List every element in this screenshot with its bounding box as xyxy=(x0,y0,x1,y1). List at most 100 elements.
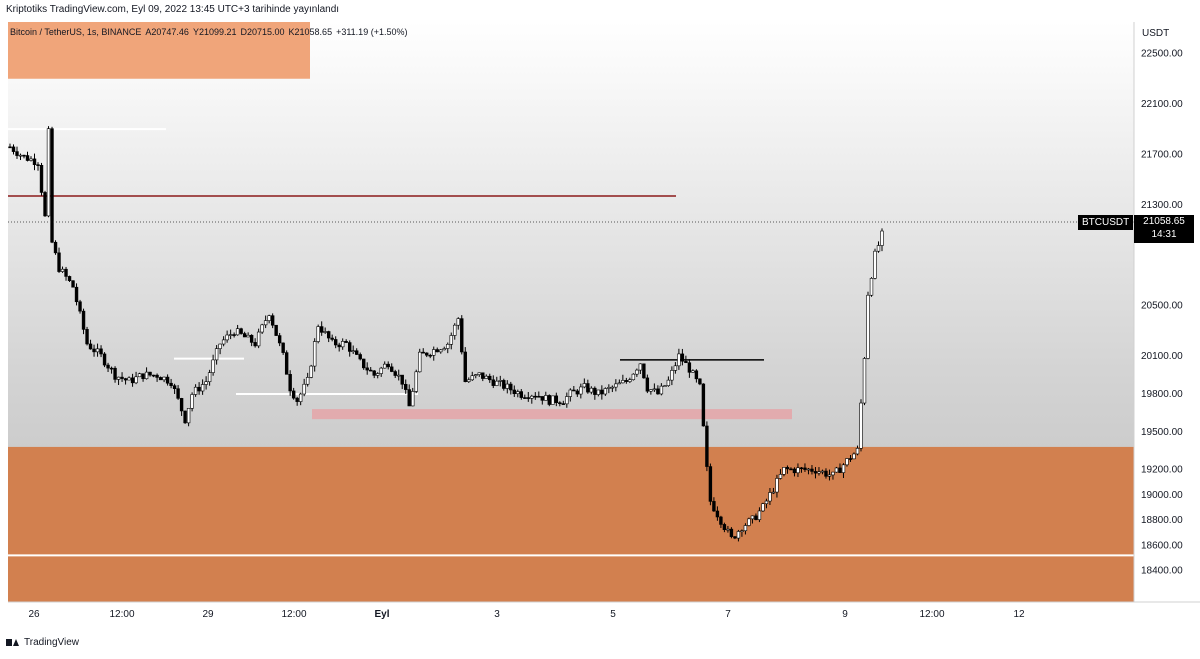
candle-body xyxy=(358,354,362,360)
candle-body xyxy=(463,351,467,382)
candle-body xyxy=(421,351,425,354)
candle-body xyxy=(456,318,460,326)
candle-body xyxy=(708,466,713,502)
candle-body xyxy=(817,471,821,474)
candle-body xyxy=(488,375,492,381)
y-tick-label: 20500.00 xyxy=(1141,301,1183,312)
candle-body xyxy=(274,324,278,336)
candle-body xyxy=(260,324,264,333)
candle-body xyxy=(470,375,474,381)
candle-body xyxy=(719,516,723,525)
candle-body xyxy=(512,389,516,395)
candle-body xyxy=(204,381,208,385)
candle-body xyxy=(484,375,488,379)
candle-body xyxy=(102,353,107,366)
candle-body xyxy=(309,365,313,378)
candle-body xyxy=(221,339,226,345)
candle-body xyxy=(400,374,404,385)
candle-body xyxy=(722,524,727,531)
candle-body xyxy=(211,359,215,373)
candle-body xyxy=(298,393,303,402)
candle-body xyxy=(519,391,523,398)
candle-body xyxy=(22,154,26,157)
candle-body xyxy=(498,380,502,382)
candle-body xyxy=(596,389,601,395)
legend-change: +311.19 (+1.50%) xyxy=(336,27,408,37)
candle-body xyxy=(305,377,310,385)
candle-body xyxy=(267,315,271,321)
candle-body xyxy=(169,382,173,386)
candle-body xyxy=(425,352,429,356)
y-tick-label: 18800.00 xyxy=(1141,515,1183,526)
candle-body xyxy=(726,528,730,531)
x-tick-label: 12:00 xyxy=(281,609,306,620)
x-tick-label: 7 xyxy=(725,609,731,620)
candle-body xyxy=(803,467,807,470)
candle-body xyxy=(614,383,618,388)
candle-body xyxy=(432,349,436,356)
candle-body xyxy=(645,377,650,392)
candle-body xyxy=(603,388,608,395)
candle-body xyxy=(411,391,415,407)
candle-body xyxy=(95,348,100,353)
candle-body xyxy=(60,268,65,272)
candle-body xyxy=(537,395,541,398)
candle-body xyxy=(92,348,96,353)
candle-body xyxy=(32,158,37,165)
candle-body xyxy=(270,315,275,326)
candle-body xyxy=(855,448,860,455)
candle-body xyxy=(214,348,219,361)
candle-body xyxy=(277,335,282,344)
candle-body xyxy=(379,367,383,374)
x-tick-label: Eyl xyxy=(374,609,389,620)
candle-body xyxy=(635,369,639,375)
candle-body xyxy=(172,385,177,389)
candle-body xyxy=(761,503,765,512)
candle-body xyxy=(316,326,320,342)
candle-body xyxy=(561,403,566,405)
y-tick-label: 21700.00 xyxy=(1141,149,1183,160)
tradingview-footer[interactable]: TradingView xyxy=(6,637,79,648)
candle-body xyxy=(302,383,306,395)
candle-body xyxy=(848,458,853,460)
candle-body xyxy=(481,372,485,379)
candle-body xyxy=(186,407,191,424)
candle-body xyxy=(228,334,233,336)
candle-body xyxy=(838,467,842,473)
x-tick-label: 9 xyxy=(842,609,848,620)
candle-body xyxy=(67,276,72,282)
candle-body xyxy=(691,370,695,373)
candle-body xyxy=(239,328,243,334)
candle-body xyxy=(15,151,19,156)
candle-body xyxy=(610,386,615,389)
candle-body xyxy=(551,395,555,405)
candle-body xyxy=(663,385,667,388)
candle-body xyxy=(176,388,180,399)
candle-body xyxy=(862,358,867,404)
candle-body xyxy=(866,294,870,359)
pink-zone xyxy=(312,409,792,420)
candle-body xyxy=(754,515,758,520)
candle-body xyxy=(453,324,457,336)
candle-body xyxy=(130,377,135,384)
candle-body xyxy=(771,491,776,494)
candle-body xyxy=(190,394,194,409)
candle-body xyxy=(670,370,674,381)
candle-body xyxy=(813,471,818,474)
candle-body xyxy=(113,367,117,380)
candle-body xyxy=(743,525,748,532)
candle-body xyxy=(845,458,849,466)
candle-body xyxy=(547,395,552,405)
candle-body xyxy=(249,334,254,343)
candle-body xyxy=(372,370,376,376)
candle-body xyxy=(649,389,653,392)
candle-body xyxy=(183,410,187,424)
candle-body xyxy=(617,382,622,385)
candle-body xyxy=(106,364,110,369)
candle-body xyxy=(775,478,779,493)
candle-body xyxy=(544,395,548,401)
candle-body xyxy=(155,374,159,378)
symbol-legend[interactable]: Bitcoin / TetherUS, 1s, BINANCE A20747.4… xyxy=(10,27,407,37)
